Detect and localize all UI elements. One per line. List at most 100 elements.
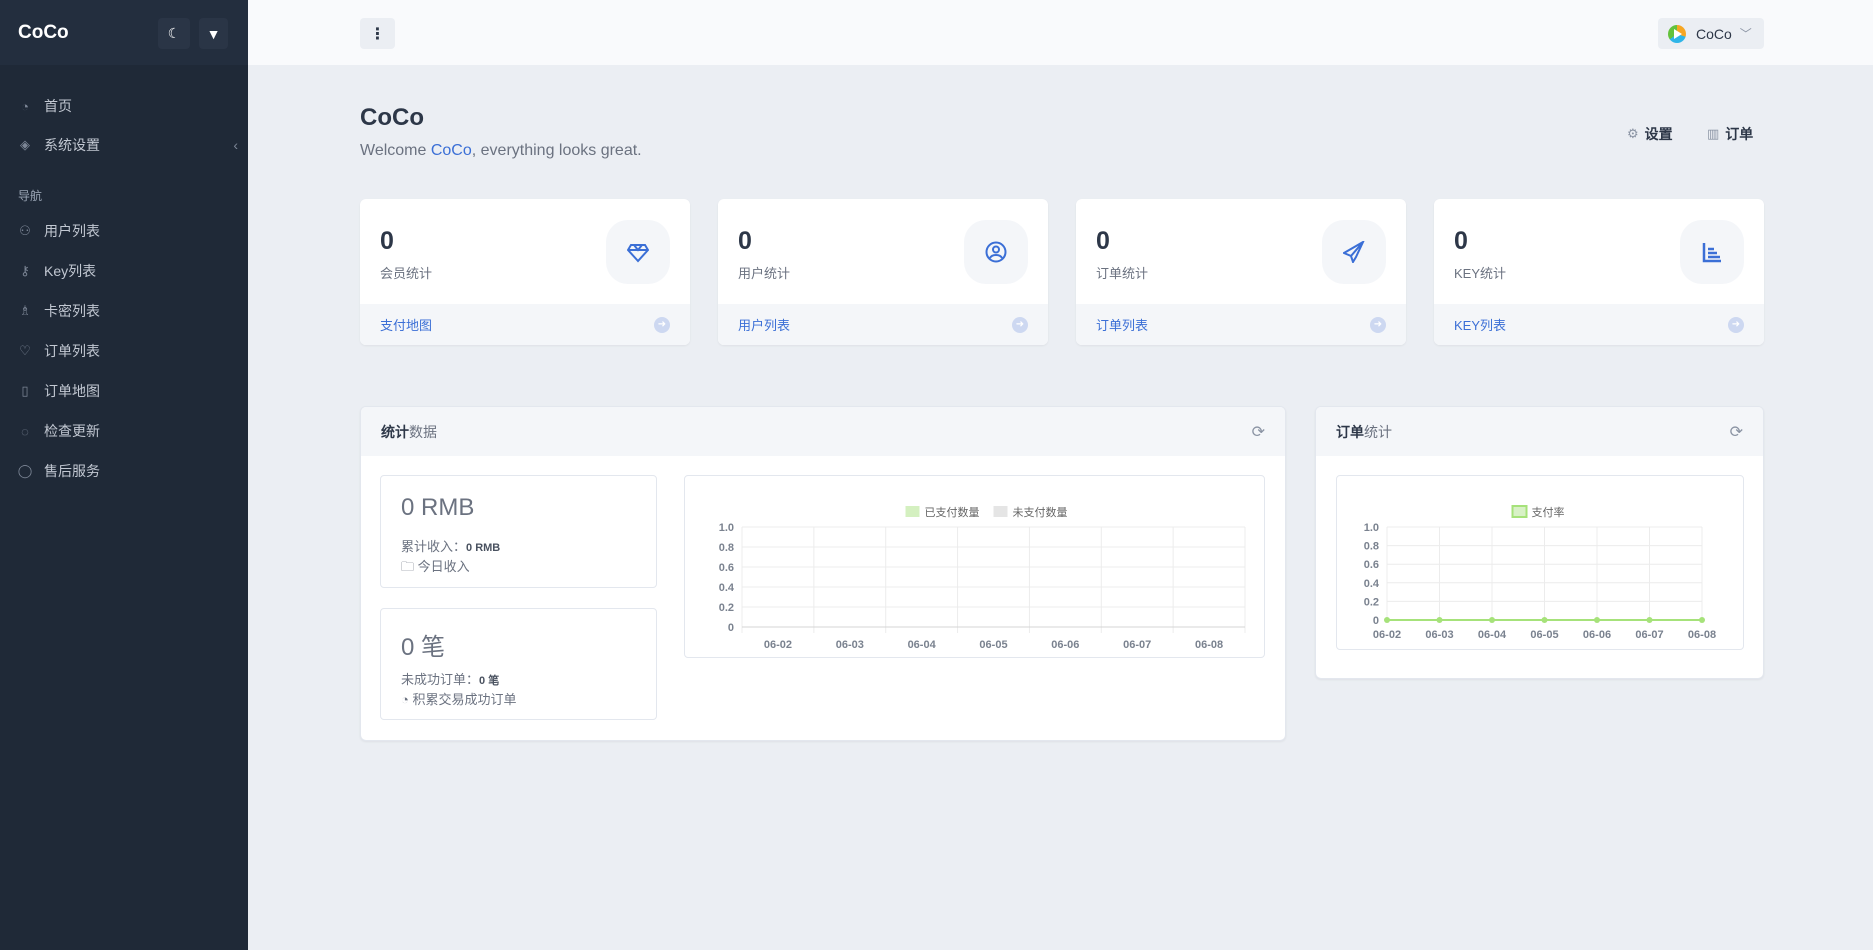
y-tick-label: 0.2 (719, 602, 734, 614)
moon-icon: ☾ (167, 25, 181, 41)
revenue-box: 0 RMB 累计收入：0 RMB 🗀 今日收入 (380, 475, 657, 588)
y-tick-label: 0.4 (719, 582, 735, 594)
stat-label: 会员统计 (380, 266, 433, 281)
top-bar (248, 0, 1873, 65)
sidebar-item-label: 订单列表 (44, 343, 100, 359)
arrow-right-icon[interactable]: ➜ (1012, 316, 1028, 333)
x-tick-label: 06-05 (979, 639, 1007, 651)
panel-header: 订单统计 ⟳ (1316, 407, 1763, 456)
stat-label: 订单统计 (1096, 266, 1149, 281)
chess-icon: ♗ (19, 303, 31, 318)
refresh-icon: ◌ (21, 423, 29, 439)
stat-card: 0 会员统计 支付地图 ➜ (360, 199, 690, 345)
map-icon: ▯ (21, 383, 29, 398)
data-point (1594, 617, 1600, 623)
chevron-down-icon: ﹀ (1739, 27, 1752, 41)
sidebar-item-2[interactable]: ♗ 卡密列表 (18, 299, 238, 323)
sidebar-item-label: 卡密列表 (44, 303, 100, 319)
card-link[interactable]: 用户列表 (738, 318, 791, 333)
more-vertical-icon: ⋮ (369, 25, 386, 43)
stat-label: KEY统计 (1454, 266, 1507, 281)
nav-section-title: 导航 (18, 189, 43, 203)
sidebar-item-4[interactable]: ▯ 订单地图 (18, 379, 238, 403)
heart-icon: ♡ (19, 343, 31, 358)
data-point (1384, 617, 1390, 623)
total-revenue: 0 RMB (466, 542, 501, 554)
arrow-right-icon[interactable]: ➜ (1728, 316, 1744, 333)
x-tick-label: 06-03 (836, 639, 864, 651)
x-tick-label: 06-08 (1195, 639, 1223, 651)
revenue-value: 0 RMB (401, 494, 475, 521)
diamond-icon (606, 220, 670, 284)
stat-card: 0 KEY统计 KEY列表 ➜ (1434, 199, 1764, 345)
user-circle-icon (964, 220, 1028, 284)
sidebar-item-1[interactable]: ⚷ Key列表 (18, 259, 238, 283)
data-point (1489, 617, 1495, 623)
card-link[interactable]: 支付地图 (380, 318, 433, 333)
legend-label: 已支付数量 (925, 506, 980, 519)
x-tick-label: 06-04 (1478, 629, 1507, 641)
failed-orders: 0 笔 (479, 675, 500, 687)
legend-swatch (993, 506, 1008, 517)
sidebar-item-3[interactable]: ♡ 订单列表 (18, 339, 238, 363)
x-tick-label: 06-04 (908, 639, 937, 651)
sidebar-item-label: 检查更新 (44, 423, 100, 439)
y-tick-label: 0.8 (1364, 541, 1379, 553)
settings-link[interactable]: ⚙ 设置 (1627, 126, 1673, 142)
orders-link[interactable]: ▥ 订单 (1707, 126, 1754, 142)
data-point (1436, 617, 1443, 623)
page-title: CoCo (360, 104, 424, 131)
sidebar-item-label: 订单地图 (44, 383, 100, 399)
folder-icon: 🗀 (401, 559, 415, 574)
legend-label: 未支付数量 (1013, 506, 1068, 519)
dashboard-icon: ◔ (21, 98, 29, 114)
y-tick-label: 0.2 (1364, 596, 1379, 608)
data-point (1541, 617, 1548, 623)
sidebar-item-home[interactable]: ◔ 首页 (18, 94, 238, 118)
x-tick-label: 06-08 (1688, 629, 1716, 641)
avatar (1668, 24, 1686, 43)
card-link[interactable]: KEY列表 (1454, 318, 1507, 333)
dashboard-icon: ◔ (401, 692, 409, 707)
bar-chart-icon (1680, 220, 1744, 284)
sidebar-item-0[interactable]: ⚇ 用户列表 (18, 219, 238, 243)
paper-plane-icon (1322, 220, 1386, 284)
x-tick-label: 06-07 (1635, 629, 1663, 641)
sidebar-item-5[interactable]: ◌ 检查更新 (18, 419, 238, 443)
x-tick-label: 06-02 (1373, 629, 1401, 641)
theme-button[interactable]: ▼ (199, 18, 228, 49)
sidebar-item-label: 售后服务 (44, 463, 100, 479)
arrow-right-icon[interactable]: ➜ (654, 316, 670, 333)
layers-icon: ◈ (20, 137, 30, 152)
stat-card: 0 订单统计 订单列表 ➜ (1076, 199, 1406, 345)
stat-label: 用户统计 (738, 266, 791, 281)
legend-swatch (905, 506, 920, 517)
refresh-icon[interactable]: ⟳ (1729, 423, 1743, 441)
sidebar-item-6[interactable]: ◯ 售后服务 (18, 459, 238, 483)
stat-card: 0 用户统计 用户列表 ➜ (718, 199, 1048, 345)
y-tick-label: 1.0 (719, 522, 734, 534)
sidebar (0, 0, 248, 950)
x-tick-label: 06-07 (1123, 639, 1151, 651)
data-point (1699, 617, 1705, 623)
stat-value: 0 (1454, 227, 1468, 255)
orders-box: 0 笔 未成功订单：0 笔 ◔ 积累交易成功订单 (380, 608, 657, 720)
x-tick-label: 06-06 (1051, 639, 1079, 651)
sidebar-item-label: 用户列表 (44, 223, 100, 239)
refresh-icon[interactable]: ⟳ (1251, 423, 1265, 441)
sidebar-item-settings[interactable]: ◈ 系统设置 ‹ (18, 133, 238, 157)
more-menu-button[interactable]: ⋮ (360, 18, 395, 49)
chevron-left-icon: ‹ (233, 137, 238, 153)
welcome-user-link[interactable]: CoCo (430, 142, 472, 159)
brand-logo[interactable]: CoCo (18, 22, 69, 43)
legend-swatch (1511, 505, 1528, 518)
chat-icon: ◯ (17, 463, 33, 478)
arrow-right-icon[interactable]: ➜ (1370, 316, 1386, 333)
dark-mode-button[interactable]: ☾ (158, 18, 190, 49)
key-icon: ⚷ (20, 263, 30, 278)
user-dropdown[interactable]: CoCo ﹀ (1658, 18, 1764, 49)
user-name: CoCo (1696, 25, 1732, 42)
stat-value: 0 (380, 227, 394, 255)
y-tick-label: 0 (728, 622, 734, 634)
card-link[interactable]: 订单列表 (1096, 318, 1149, 333)
